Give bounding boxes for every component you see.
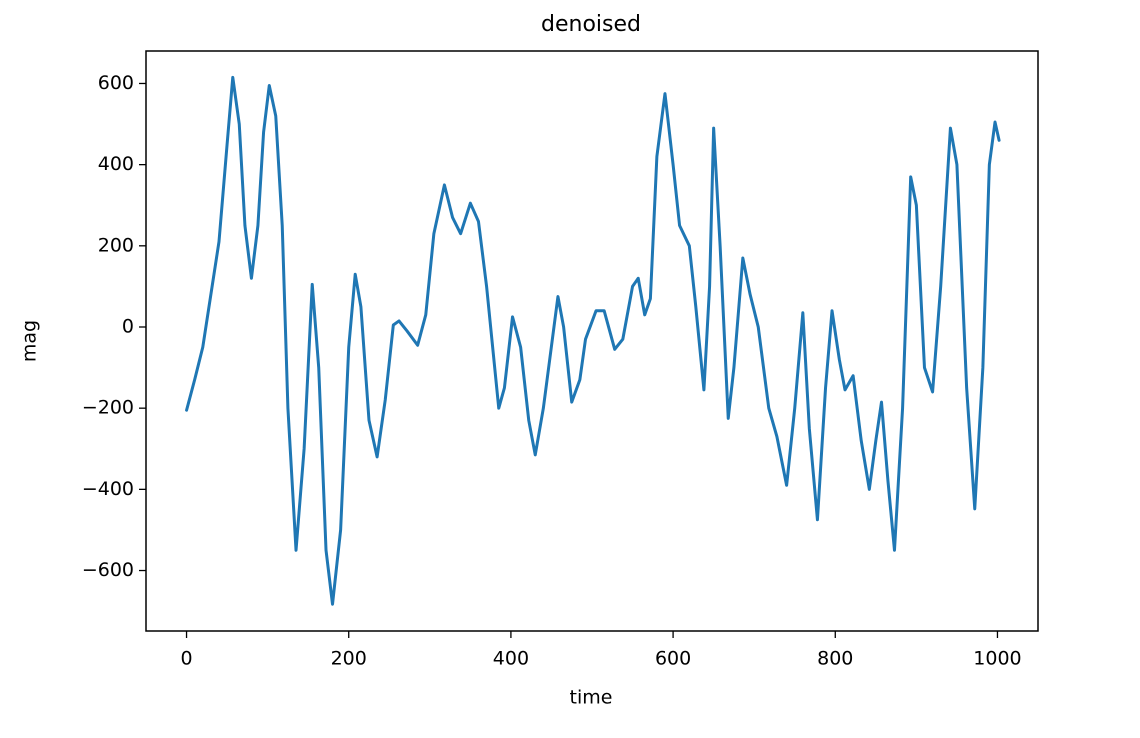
y-tick-label: 400 (98, 153, 134, 175)
x-axis-label: time (570, 687, 613, 709)
x-tick-label: 1000 (973, 648, 1021, 670)
y-tick-label: −200 (82, 397, 134, 419)
x-tick-label: 0 (180, 648, 192, 670)
data-line (185, 75, 1001, 606)
y-axis-label: mag (19, 320, 41, 362)
x-tick-label: 800 (817, 648, 853, 670)
x-tick-label: 400 (493, 648, 529, 670)
x-tick-label: 600 (655, 648, 691, 670)
chart-title: denoised (541, 12, 641, 37)
y-tick-label: 0 (122, 315, 134, 337)
plot-frame (145, 50, 1039, 632)
x-tick-label: 200 (331, 648, 367, 670)
y-tick-label: 200 (98, 234, 134, 256)
y-tick-label: −600 (82, 559, 134, 581)
y-tick-label: −400 (82, 478, 134, 500)
y-tick-label: 600 (98, 72, 134, 94)
